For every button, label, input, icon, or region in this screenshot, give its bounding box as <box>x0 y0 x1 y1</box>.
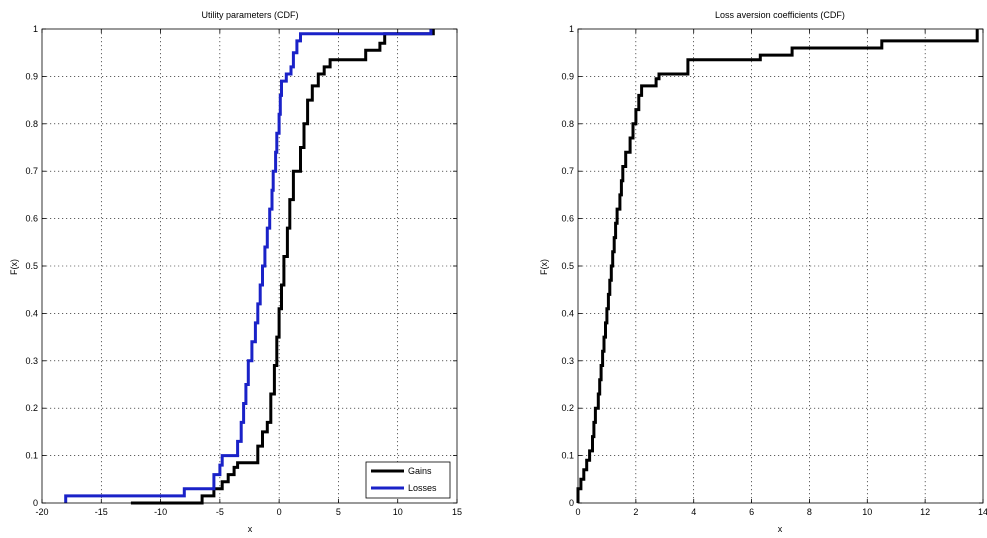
y-tick-label: 0.5 <box>561 261 574 271</box>
x-tick-label: -10 <box>154 507 167 517</box>
series-lines <box>64 29 435 505</box>
y-tick-label: 0.2 <box>561 403 574 413</box>
loss-aversion-coefficients-cdf-chart: Loss aversion coefficients (CDF) x F(x) … <box>539 10 987 534</box>
y-tick-label: 0.5 <box>25 261 38 271</box>
y-tick-label: 0.6 <box>561 214 574 224</box>
y-tick-label: 0.4 <box>25 308 38 318</box>
y-tick-label: 0.6 <box>25 214 38 224</box>
y-tick-label: 0.7 <box>25 166 38 176</box>
y-tick-label: 0.1 <box>561 451 574 461</box>
x-tick-label: 2 <box>633 507 638 517</box>
y-tick-label: 0.7 <box>561 166 574 176</box>
x-tick-label: 10 <box>862 507 872 517</box>
y-axis-label: F(x) <box>539 259 549 275</box>
x-tick-label: -20 <box>35 507 48 517</box>
legend: Gains Losses <box>365 461 451 499</box>
y-tick-label: 0.4 <box>561 308 574 318</box>
axes <box>41 28 458 504</box>
y-tick-label: 0 <box>33 498 38 508</box>
y-tick-label: 0.2 <box>25 403 38 413</box>
series-lines <box>576 29 979 503</box>
x-tick-label: 14 <box>978 507 987 517</box>
x-axis-label: x <box>778 524 783 534</box>
losses-series-line <box>64 29 433 503</box>
x-tick-label: 10 <box>393 507 403 517</box>
grid <box>42 29 457 503</box>
y-tick-label: 0.8 <box>25 119 38 129</box>
x-tick-label: 8 <box>807 507 812 517</box>
y-tick-label: 0 <box>569 498 574 508</box>
y-tick-label: 0.8 <box>561 119 574 129</box>
x-tick-label: -15 <box>95 507 108 517</box>
tick-labels: -20 -15 -10 -5 0 5 10 15 0 0.1 0.2 0.3 0.4 0.5 0.6 0.7 0… <box>25 24 462 517</box>
x-tick-label: 6 <box>749 507 754 517</box>
x-axis-label: x <box>248 524 253 534</box>
x-tick-label: 15 <box>452 507 462 517</box>
x-tick-label: 12 <box>920 507 930 517</box>
legend-label-gains: Gains <box>408 466 432 476</box>
chart-title: Loss aversion coefficients (CDF) <box>715 10 845 20</box>
utility-parameters-cdf-chart: Utility parameters (CDF) x F(x) -20 -15 -1… <box>9 10 462 534</box>
y-tick-label: 0.9 <box>561 71 574 81</box>
x-tick-label: 0 <box>277 507 282 517</box>
y-tick-label: 1 <box>569 24 574 34</box>
x-tick-label: 5 <box>336 507 341 517</box>
grid <box>578 29 983 503</box>
y-tick-label: 0.3 <box>561 356 574 366</box>
x-tick-label: -5 <box>216 507 224 517</box>
legend-label-losses: Losses <box>408 483 437 493</box>
x-tick-label: 4 <box>691 507 696 517</box>
chart-title: Utility parameters (CDF) <box>201 10 298 20</box>
legend-box <box>365 461 451 499</box>
y-axis-label: F(x) <box>9 259 19 275</box>
gains-series-line <box>130 29 435 505</box>
y-tick-label: 1 <box>33 24 38 34</box>
y-tick-label: 0.1 <box>25 451 38 461</box>
x-tick-label: 0 <box>575 507 580 517</box>
y-tick-label: 0.9 <box>25 71 38 81</box>
tick-labels: 0 2 4 6 8 10 12 14 0 0.1 0.2 0.3 0.4 0.5 0.6 0.7 0.8 0.9 1 <box>561 24 987 517</box>
cdf-series-line <box>576 29 979 503</box>
y-tick-label: 0.3 <box>25 356 38 366</box>
axes <box>577 28 984 504</box>
